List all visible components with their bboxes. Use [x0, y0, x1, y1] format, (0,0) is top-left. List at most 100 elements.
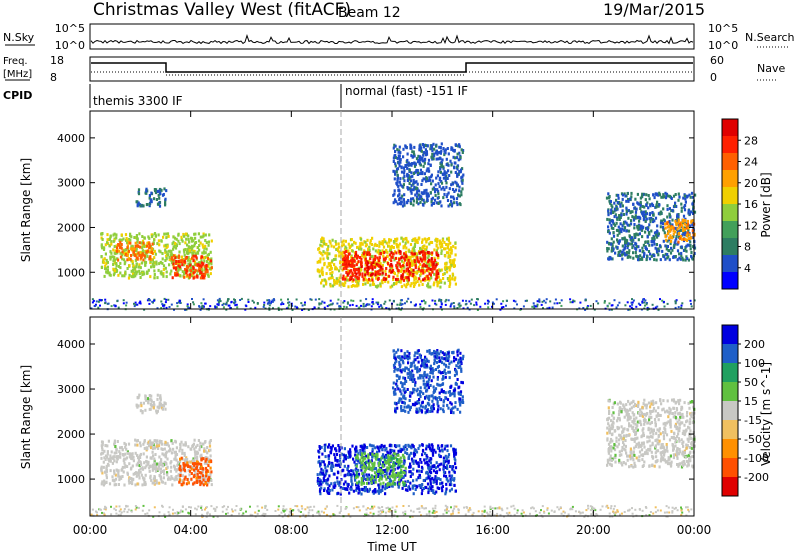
velocity-cell	[209, 448, 212, 452]
power-cell	[461, 299, 464, 302]
power-cell	[426, 274, 429, 278]
power-cell	[632, 202, 635, 206]
power-cell	[200, 267, 203, 271]
velocity-cell	[343, 457, 346, 461]
velocity-cell	[104, 458, 107, 461]
power-cell	[122, 258, 126, 262]
power-cell	[169, 272, 172, 276]
power-cell	[350, 238, 353, 241]
power-cell	[167, 234, 170, 238]
power-cell	[655, 250, 659, 254]
power-cell	[657, 232, 660, 236]
power-cell	[616, 201, 619, 204]
power-cell	[636, 255, 639, 259]
velocity-cell	[149, 465, 152, 468]
velocity-cell	[140, 404, 143, 408]
power-cell	[359, 299, 362, 302]
power-cell	[123, 262, 126, 266]
power-cell	[619, 216, 622, 219]
power-cell	[218, 299, 221, 302]
power-cell	[105, 258, 108, 262]
power-cell	[346, 301, 349, 304]
power-cell	[263, 301, 266, 304]
velocity-cell	[154, 439, 157, 443]
power-cell	[452, 302, 455, 304]
velocity-cell	[451, 467, 454, 471]
velocity-cell	[328, 443, 331, 447]
velocity-cell	[204, 440, 207, 443]
power-cell	[137, 251, 140, 255]
velocity-cell	[115, 456, 118, 460]
power-cell	[126, 258, 129, 262]
power-cell	[150, 233, 153, 237]
velocity-cell	[117, 483, 120, 486]
power-cell	[647, 231, 651, 234]
power-cell	[418, 197, 422, 201]
velocity-cell	[152, 443, 155, 447]
power-cell	[653, 254, 656, 258]
power-cell	[309, 298, 312, 301]
power-colorbar-swatch	[722, 170, 738, 188]
power-cell	[339, 305, 342, 308]
power-cell	[422, 307, 425, 310]
power-cell	[626, 223, 629, 227]
power-cell	[109, 234, 112, 238]
velocity-cell	[330, 482, 333, 486]
power-cell	[396, 173, 399, 177]
power-cell	[390, 263, 393, 266]
power-cell	[199, 261, 202, 265]
power-cell	[443, 240, 446, 244]
velocity-cell	[447, 453, 451, 457]
power-cell	[353, 264, 356, 268]
velocity-cell	[388, 485, 391, 488]
velocity-cell	[101, 471, 104, 475]
power-cell	[630, 306, 633, 309]
power-cell	[440, 164, 443, 168]
power-cell	[190, 266, 193, 270]
velocity-cell	[359, 453, 362, 457]
power-cell	[687, 243, 690, 247]
power-cell	[128, 237, 131, 241]
power-cell	[605, 196, 609, 200]
velocity-cell	[159, 394, 162, 398]
power-cell	[620, 213, 623, 217]
power-cell	[405, 267, 408, 271]
power-cell	[551, 306, 554, 309]
power-cell	[192, 239, 195, 243]
power-cell	[421, 253, 425, 257]
velocity-cell	[139, 441, 142, 445]
power-cell	[179, 267, 182, 271]
power-cell	[672, 235, 675, 239]
power-cell	[399, 264, 402, 268]
velocity-cell	[149, 439, 152, 443]
velocity-cell	[389, 465, 392, 469]
power-cell	[421, 179, 424, 183]
power-cell	[419, 200, 422, 204]
velocity-cell	[149, 402, 152, 406]
power-cell	[418, 251, 421, 255]
velocity-cell	[148, 466, 151, 470]
power-cell	[359, 244, 362, 248]
velocity-cell	[320, 486, 323, 490]
power-cell	[584, 308, 587, 311]
power-cell	[624, 220, 627, 224]
power-cell	[427, 269, 430, 273]
power-cell	[384, 258, 387, 262]
power-cell	[174, 254, 177, 258]
velocity-cell	[323, 489, 326, 492]
power-cell	[148, 236, 151, 240]
velocity-cell	[122, 453, 125, 457]
power-cell	[124, 260, 127, 264]
power-cell	[429, 273, 432, 277]
power-cell	[647, 226, 650, 230]
power-cell	[104, 267, 107, 271]
power-cell	[385, 241, 388, 245]
power-cell	[369, 273, 372, 277]
velocity-cell	[158, 455, 161, 459]
velocity-cell	[156, 405, 159, 409]
power-cell	[175, 260, 178, 263]
power-cell	[172, 266, 176, 270]
velocity-cell	[427, 491, 430, 495]
power-cell	[193, 263, 196, 267]
velocity-cell	[154, 469, 158, 473]
